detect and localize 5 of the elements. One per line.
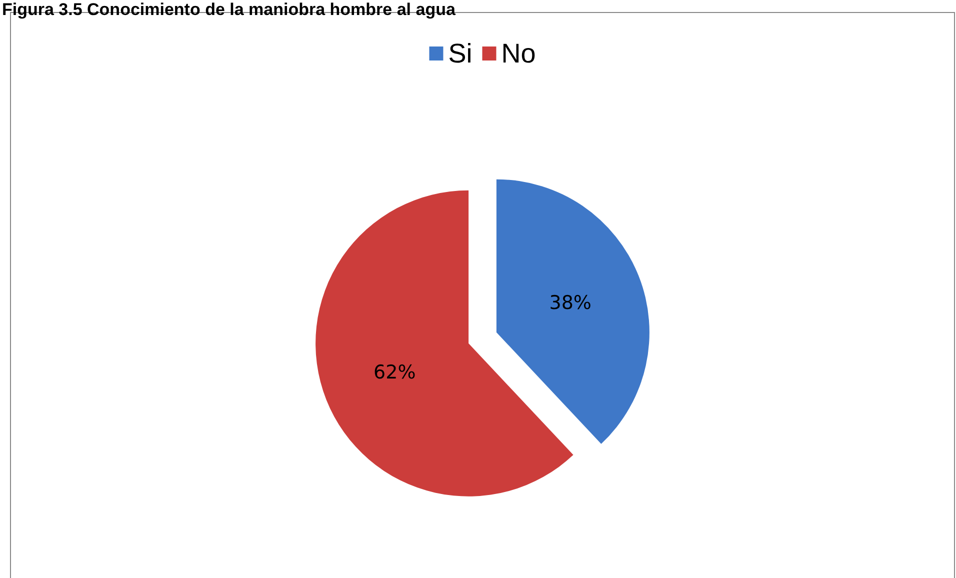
data-label: 62% [374,362,416,384]
legend-label: Si [448,38,472,68]
legend-label: No [501,38,536,68]
data-label: 38% [549,292,592,314]
chart-title: Figura 3.5 Conocimiento de la maniobra hombre al agua [2,0,456,20]
